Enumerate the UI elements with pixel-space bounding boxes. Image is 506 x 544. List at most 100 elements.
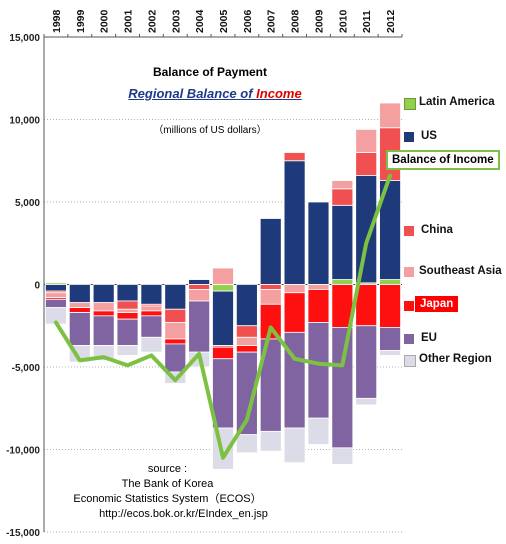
source-note: source : The Bank of Korea Economic Stat…	[40, 462, 295, 522]
bar-china	[259, 284, 282, 290]
bar-japan	[116, 312, 139, 320]
bar-us	[259, 218, 282, 285]
x-tick-label: 1998	[51, 9, 63, 33]
x-tick-label: 2001	[123, 9, 135, 33]
bar-eu	[307, 322, 330, 419]
bar-latin-america	[212, 284, 234, 292]
legend-label-china: China	[421, 224, 453, 236]
balance-line	[53, 173, 393, 460]
bar-eu	[92, 315, 115, 346]
bar-us	[307, 201, 330, 285]
bar-us	[283, 160, 306, 285]
x-tick-label: 2011	[361, 10, 373, 33]
x-tick-label: 2010	[337, 9, 349, 33]
bar-japan	[283, 292, 306, 333]
bar-japan	[235, 345, 258, 353]
y-tick-label: 5,000	[15, 198, 40, 209]
bar-us	[92, 284, 115, 304]
y-tick-label: 10,000	[9, 116, 40, 127]
bar-japan	[140, 310, 163, 317]
bar-us	[235, 284, 258, 327]
bar-us	[188, 279, 211, 285]
bar-other-region	[307, 417, 330, 445]
bar-southeast-asia	[355, 128, 378, 153]
bar-southeast-asia	[283, 284, 306, 294]
bar-southeast-asia	[140, 305, 163, 312]
bar-latin-america	[379, 279, 401, 285]
bar-us	[45, 284, 67, 292]
bar-eu	[140, 315, 163, 338]
legend-label-us: US	[421, 130, 437, 142]
bar-other-region	[116, 345, 139, 356]
bar-us	[140, 284, 163, 305]
bar-china	[188, 284, 211, 290]
y-tick-label: 0	[34, 281, 40, 292]
bar-southeast-asia	[259, 289, 282, 305]
x-tick-label: 2012	[385, 9, 397, 33]
subtitle-part-2: Income	[256, 86, 302, 101]
bar-other-region	[283, 427, 306, 464]
subtitle-part-1: Regional Balance of	[128, 86, 257, 101]
bar-southeast-asia	[116, 308, 139, 313]
legend-label-other-region: Other Region	[419, 353, 492, 365]
x-tick-label: 2003	[170, 9, 182, 33]
legend-label-southeast-asia: Southeast Asia	[419, 265, 502, 277]
bar-us	[68, 284, 91, 304]
bar-southeast-asia	[331, 180, 354, 190]
bar-other-region	[355, 397, 378, 406]
bar-southeast-asia	[379, 102, 401, 129]
bar-other-region	[140, 336, 163, 353]
x-tick-label: 1999	[75, 9, 87, 33]
y-tick-label: -5,000	[12, 363, 41, 374]
bar-southeast-asia	[92, 302, 115, 312]
bar-japan	[307, 289, 330, 323]
y-tick-label: -15,000	[6, 528, 40, 539]
bar-japan	[92, 310, 115, 317]
bar-southeast-asia	[164, 322, 187, 340]
bar-eu	[355, 325, 378, 399]
legend-swatch-china	[404, 226, 414, 236]
bar-southeast-asia	[68, 302, 91, 308]
bar-southeast-asia	[188, 289, 211, 302]
bar-eu	[68, 312, 91, 346]
chart-title: Balance of Payment	[152, 65, 268, 79]
bar-japan	[212, 346, 234, 360]
bar-eu	[45, 298, 67, 309]
bar-china	[164, 308, 187, 323]
legend-swatch-us	[404, 132, 414, 142]
bar-other-region	[331, 447, 354, 465]
bar-other-region	[235, 434, 258, 454]
bar-southeast-asia	[307, 284, 330, 290]
x-tick-label: 2009	[313, 9, 325, 33]
bar-southeast-asia	[212, 267, 234, 285]
bar-other-region	[379, 350, 401, 356]
bar-japan	[379, 284, 401, 328]
source-line-1: source :	[147, 463, 188, 475]
bar-japan	[164, 338, 187, 345]
legend-label-japan: Japan	[415, 296, 459, 312]
bar-us	[116, 284, 139, 302]
source-url: http://ecos.bok.or.kr/EIndex_en.jsp	[99, 508, 268, 520]
x-tick-label: 2007	[266, 9, 278, 33]
bar-china	[331, 188, 354, 206]
bars	[45, 102, 401, 470]
bar-eu	[379, 326, 401, 351]
bar-latin-america	[331, 279, 354, 285]
legend-swatch-southeast-asia	[404, 267, 414, 277]
bar-southeast-asia	[45, 292, 67, 299]
x-tick-label: 2002	[146, 9, 158, 33]
source-line-2: The Bank of Korea	[121, 478, 214, 490]
legend-label-balance-of-income: Balance of Income	[386, 150, 500, 170]
legend-swatch-japan	[404, 301, 414, 311]
y-tick-labels: 15,000 10,000 5,000 0 -5,000 -10,000 -15,000	[6, 33, 40, 539]
y-tick-label: 15,000	[9, 33, 40, 44]
bar-eu	[164, 343, 187, 373]
bar-china	[283, 152, 306, 162]
legend-swatch-latin-america	[404, 98, 416, 110]
bar-china	[355, 152, 378, 177]
x-tick-label: 2008	[290, 9, 302, 33]
bar-eu	[331, 326, 354, 449]
bar-japan	[68, 307, 91, 313]
bar-china	[116, 300, 139, 310]
